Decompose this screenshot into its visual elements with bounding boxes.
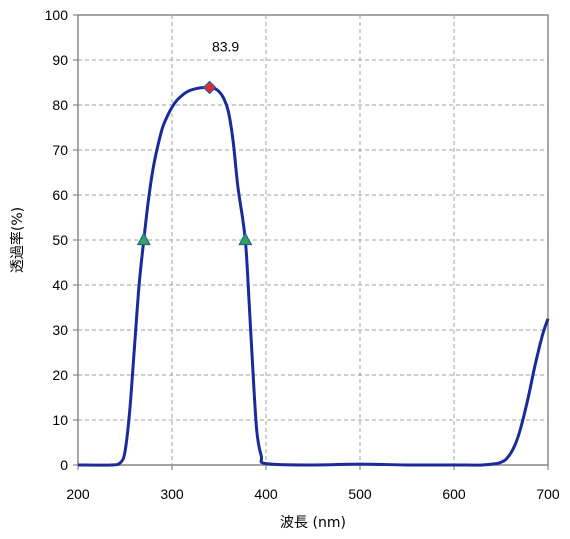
y-tick-label: 50 [52,232,68,248]
x-tick-label: 500 [348,486,372,502]
y-tick-label: 80 [52,97,68,113]
x-tick-label: 600 [442,486,466,502]
series-group [77,85,550,467]
y-tick-label: 10 [52,412,68,428]
half-max-marker [238,232,253,246]
x-tick-label: 400 [254,486,278,502]
y-tick-label: 70 [52,142,68,158]
peak-value-label: 83.9 [212,38,239,54]
half-max-marker [136,232,151,246]
x-tick-label: 700 [536,486,560,502]
marker-group [136,80,253,246]
x-tick-label: 200 [66,486,90,502]
y-tick-label: 60 [52,187,68,203]
y-tick-label: 100 [45,7,69,23]
x-axis-title: 波長 (nm) [280,515,346,531]
y-tick-label: 30 [52,322,68,338]
y-tick-label: 40 [52,277,68,293]
x-axis-ticks: 200 300 400 500 600 700 [66,465,560,502]
y-axis-ticks: 0 10 20 30 40 50 60 70 80 90 100 [45,7,78,473]
y-tick-label: 0 [60,457,68,473]
y-axis-title: 透過率(%) [9,207,26,273]
y-tick-label: 20 [52,367,68,383]
transmittance-line [77,85,550,467]
x-tick-label: 300 [160,486,184,502]
y-tick-label: 90 [52,52,68,68]
peak-marker [202,80,217,95]
annotation-group: 83.9 [212,38,239,54]
